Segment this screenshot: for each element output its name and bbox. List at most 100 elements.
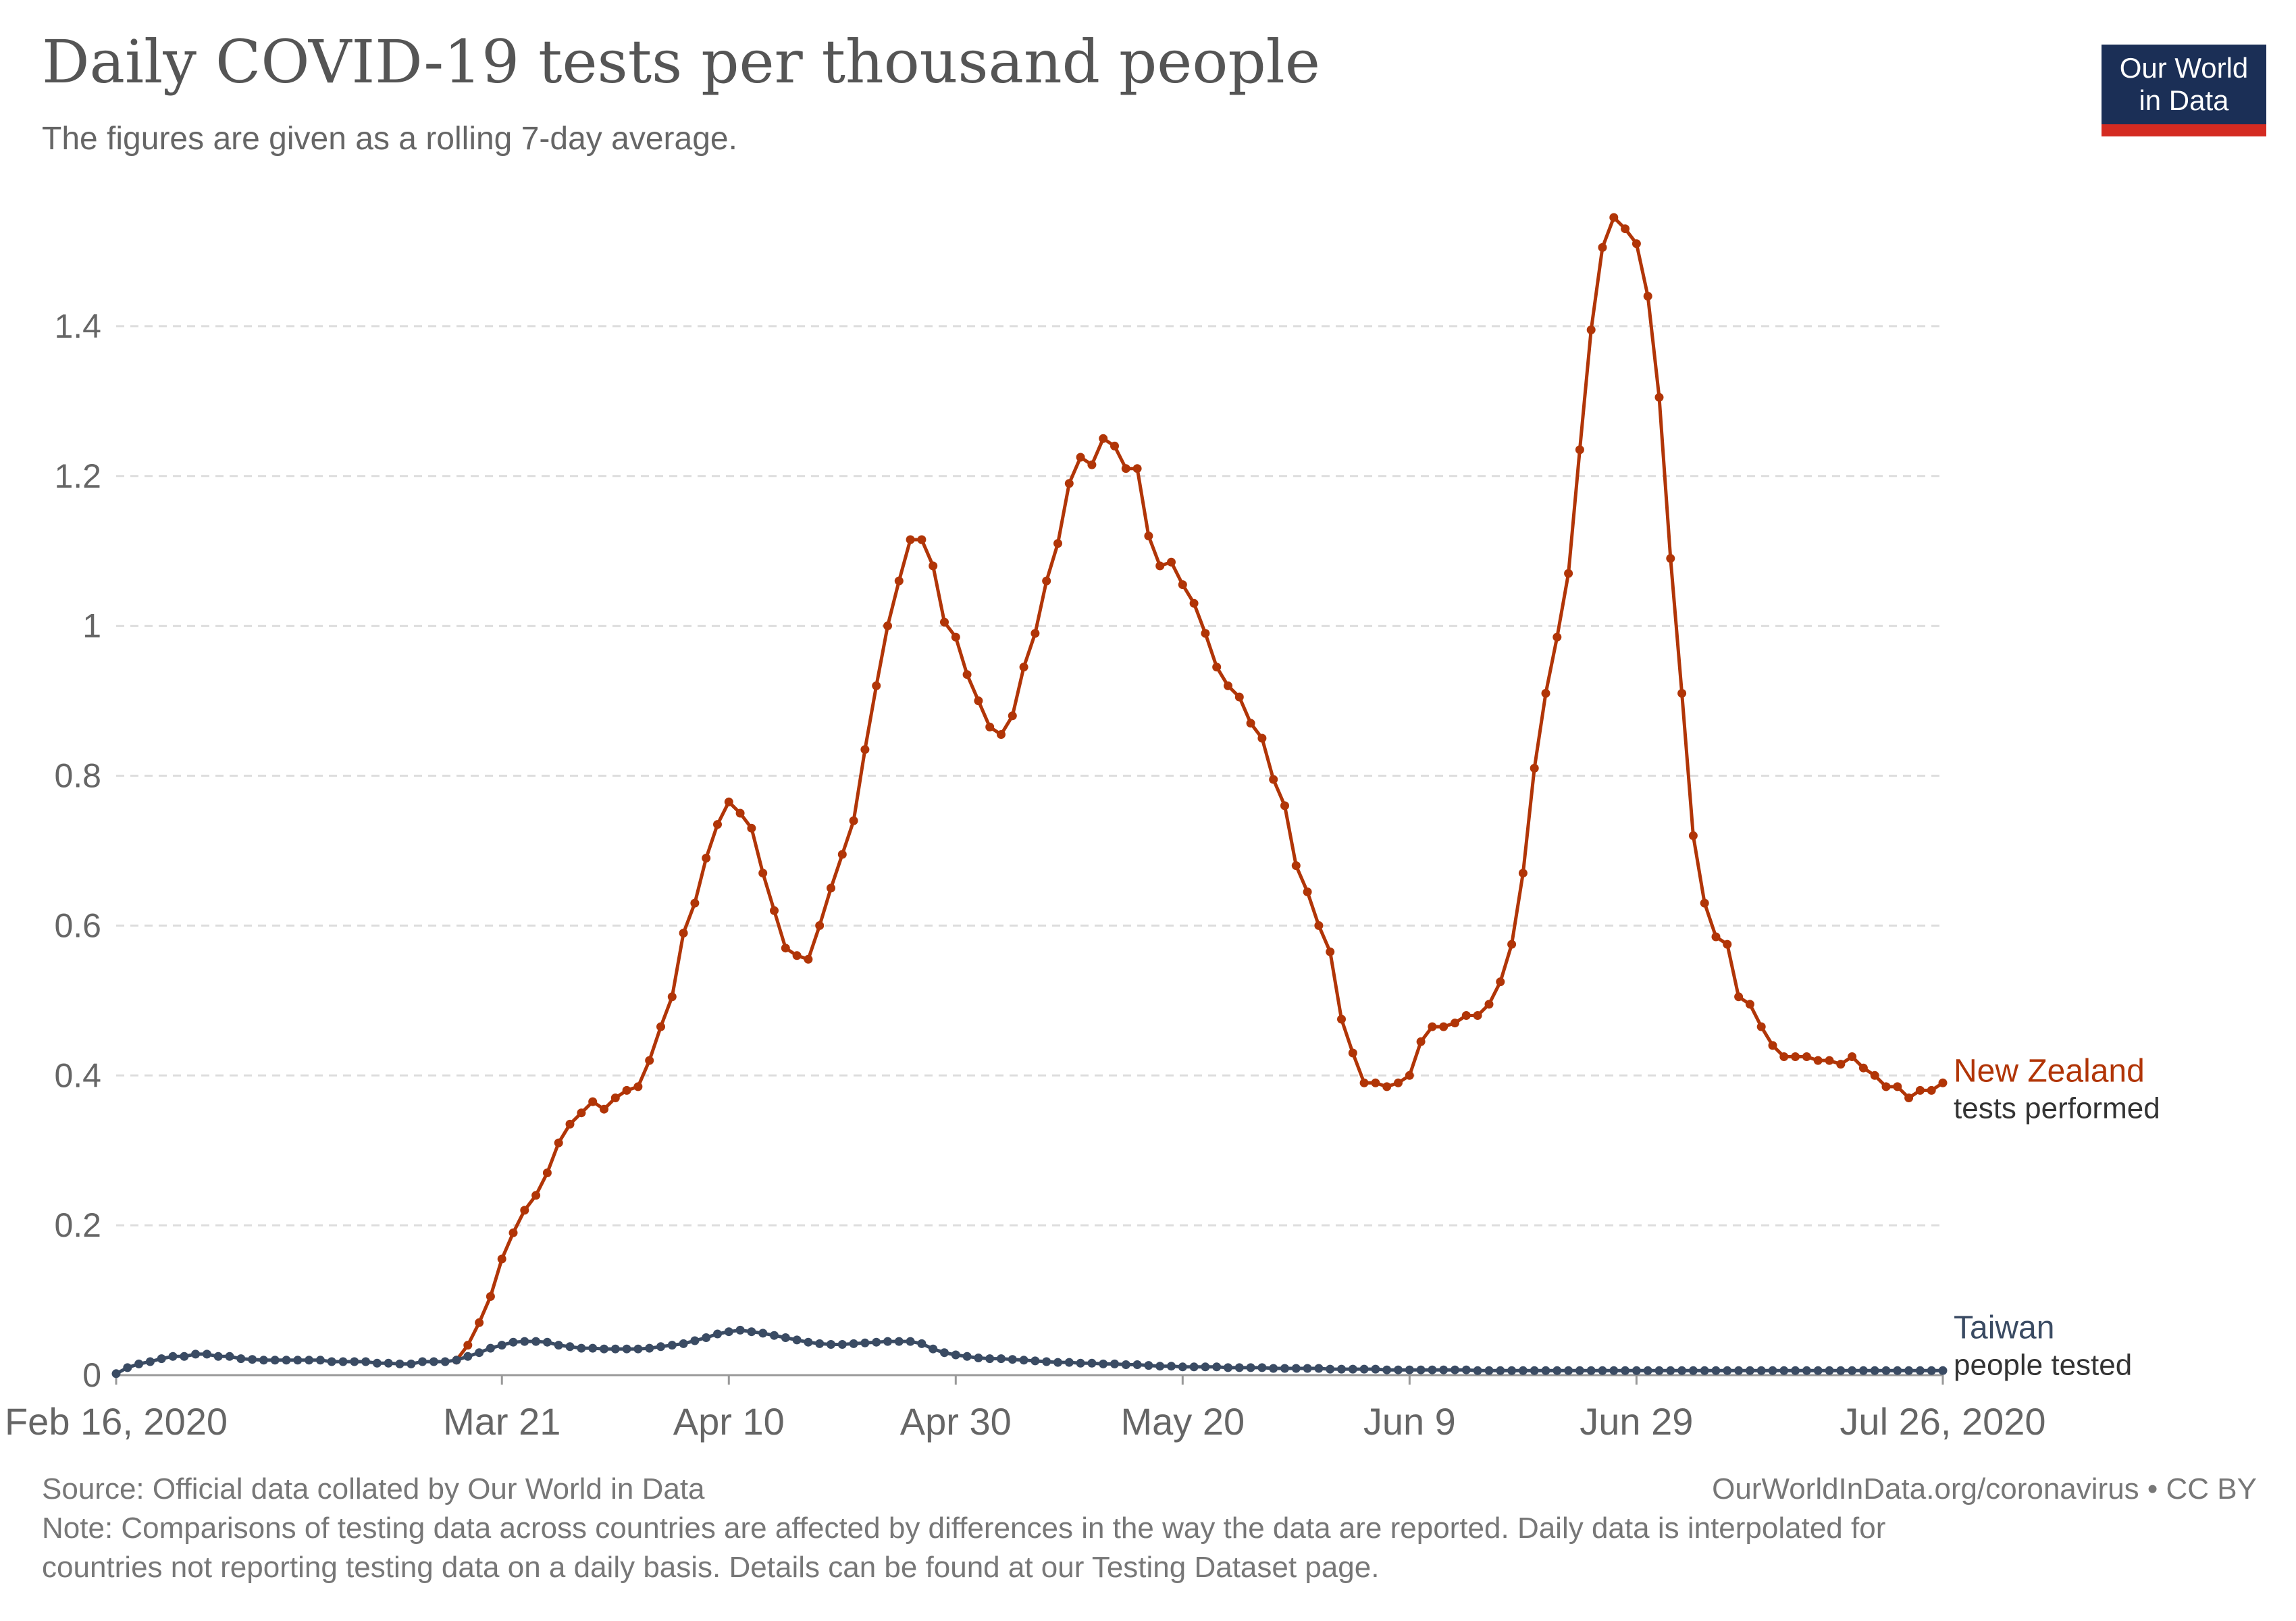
data-point xyxy=(315,1356,325,1365)
x-tick-label: Apr 10 xyxy=(673,1400,785,1443)
data-point xyxy=(645,1343,654,1353)
data-point xyxy=(1484,1000,1494,1009)
data-point xyxy=(610,1093,620,1102)
data-point xyxy=(1257,1363,1267,1372)
x-tick-label: Jun 9 xyxy=(1363,1400,1456,1443)
data-point xyxy=(1915,1366,1925,1375)
data-point xyxy=(1394,1365,1403,1374)
data-point xyxy=(1575,445,1584,455)
data-point xyxy=(191,1349,201,1359)
data-point xyxy=(917,535,927,544)
data-point xyxy=(792,1335,802,1345)
data-point xyxy=(520,1206,529,1215)
data-point xyxy=(1711,932,1721,942)
data-point xyxy=(1938,1366,1948,1375)
source-text: Source: Official data collated by Our Wo… xyxy=(42,1472,705,1506)
data-point xyxy=(872,1337,881,1347)
data-point xyxy=(600,1104,608,1114)
data-point xyxy=(463,1352,473,1361)
data-point xyxy=(1621,224,1630,234)
data-point xyxy=(1461,1011,1471,1020)
data-point xyxy=(985,722,995,731)
data-point xyxy=(1632,1366,1641,1375)
data-point xyxy=(327,1357,336,1366)
data-point xyxy=(1530,763,1539,773)
data-point xyxy=(1189,598,1199,608)
data-point xyxy=(1518,1366,1528,1375)
data-point xyxy=(1201,1362,1210,1372)
data-point xyxy=(1654,1366,1664,1375)
data-point xyxy=(633,1082,643,1091)
data-point xyxy=(1496,977,1505,987)
data-point xyxy=(1734,1366,1744,1375)
series-line-new-zealand xyxy=(455,215,1944,1362)
data-point xyxy=(1019,1356,1028,1365)
data-point xyxy=(440,1357,450,1366)
data-point xyxy=(702,1333,711,1342)
data-point xyxy=(1326,1364,1335,1374)
data-point xyxy=(452,1356,461,1365)
data-point xyxy=(1019,663,1028,672)
data-point xyxy=(1314,1364,1324,1373)
data-point xyxy=(1518,869,1528,878)
data-point xyxy=(1621,1366,1630,1375)
data-point xyxy=(724,1327,733,1337)
data-point xyxy=(1224,1363,1232,1372)
data-point xyxy=(1586,325,1596,334)
data-point xyxy=(372,1358,382,1368)
data-point xyxy=(111,1369,121,1379)
data-point xyxy=(860,1338,870,1347)
data-point xyxy=(747,823,756,833)
data-point xyxy=(554,1341,563,1350)
data-point xyxy=(1507,1366,1517,1375)
data-point xyxy=(497,1341,506,1350)
data-point xyxy=(1575,1366,1584,1375)
data-point xyxy=(1053,539,1062,548)
data-point xyxy=(1405,1071,1414,1080)
data-point xyxy=(1858,1063,1868,1073)
data-point xyxy=(1541,1366,1550,1375)
page-subtitle: The figures are given as a rolling 7-day… xyxy=(42,121,737,157)
data-point xyxy=(1609,213,1619,222)
data-point xyxy=(1064,479,1074,488)
data-point xyxy=(350,1357,359,1366)
data-point xyxy=(747,1327,756,1337)
data-point xyxy=(145,1357,155,1366)
data-point xyxy=(1280,1364,1289,1373)
data-point xyxy=(610,1344,620,1354)
data-point xyxy=(384,1358,393,1368)
data-point xyxy=(338,1357,348,1366)
data-point xyxy=(894,1337,904,1346)
data-point xyxy=(1745,1000,1754,1009)
data-point xyxy=(1881,1082,1891,1091)
data-point xyxy=(667,1341,677,1350)
data-point xyxy=(1416,1365,1426,1374)
data-point xyxy=(815,1339,825,1348)
data-point xyxy=(1303,1364,1312,1373)
data-point xyxy=(837,1340,847,1349)
data-point xyxy=(1121,464,1130,473)
data-point xyxy=(565,1119,575,1129)
data-point xyxy=(1700,1366,1709,1375)
data-point xyxy=(259,1356,268,1365)
data-point xyxy=(1643,292,1652,301)
owid-logo[interactable]: Our World in Data xyxy=(2102,45,2266,136)
data-point xyxy=(1428,1022,1437,1031)
data-point xyxy=(1598,242,1607,252)
data-point xyxy=(997,1354,1006,1364)
data-point xyxy=(305,1356,314,1365)
data-point xyxy=(1291,1364,1301,1373)
license-link[interactable]: OurWorldInData.org/coronavirus • CC BY xyxy=(1712,1472,2257,1506)
data-point xyxy=(1553,1366,1562,1375)
data-point xyxy=(1825,1056,1834,1065)
data-point xyxy=(702,854,711,863)
data-point xyxy=(770,906,779,915)
y-axis-ticks: 0 0.2 0.4 0.6 0.8 1 1.2 1.4 xyxy=(54,307,101,1394)
data-point xyxy=(497,1254,506,1264)
data-point xyxy=(940,617,949,627)
data-point xyxy=(804,954,813,964)
data-point xyxy=(1371,1078,1380,1087)
data-point xyxy=(1087,460,1097,469)
